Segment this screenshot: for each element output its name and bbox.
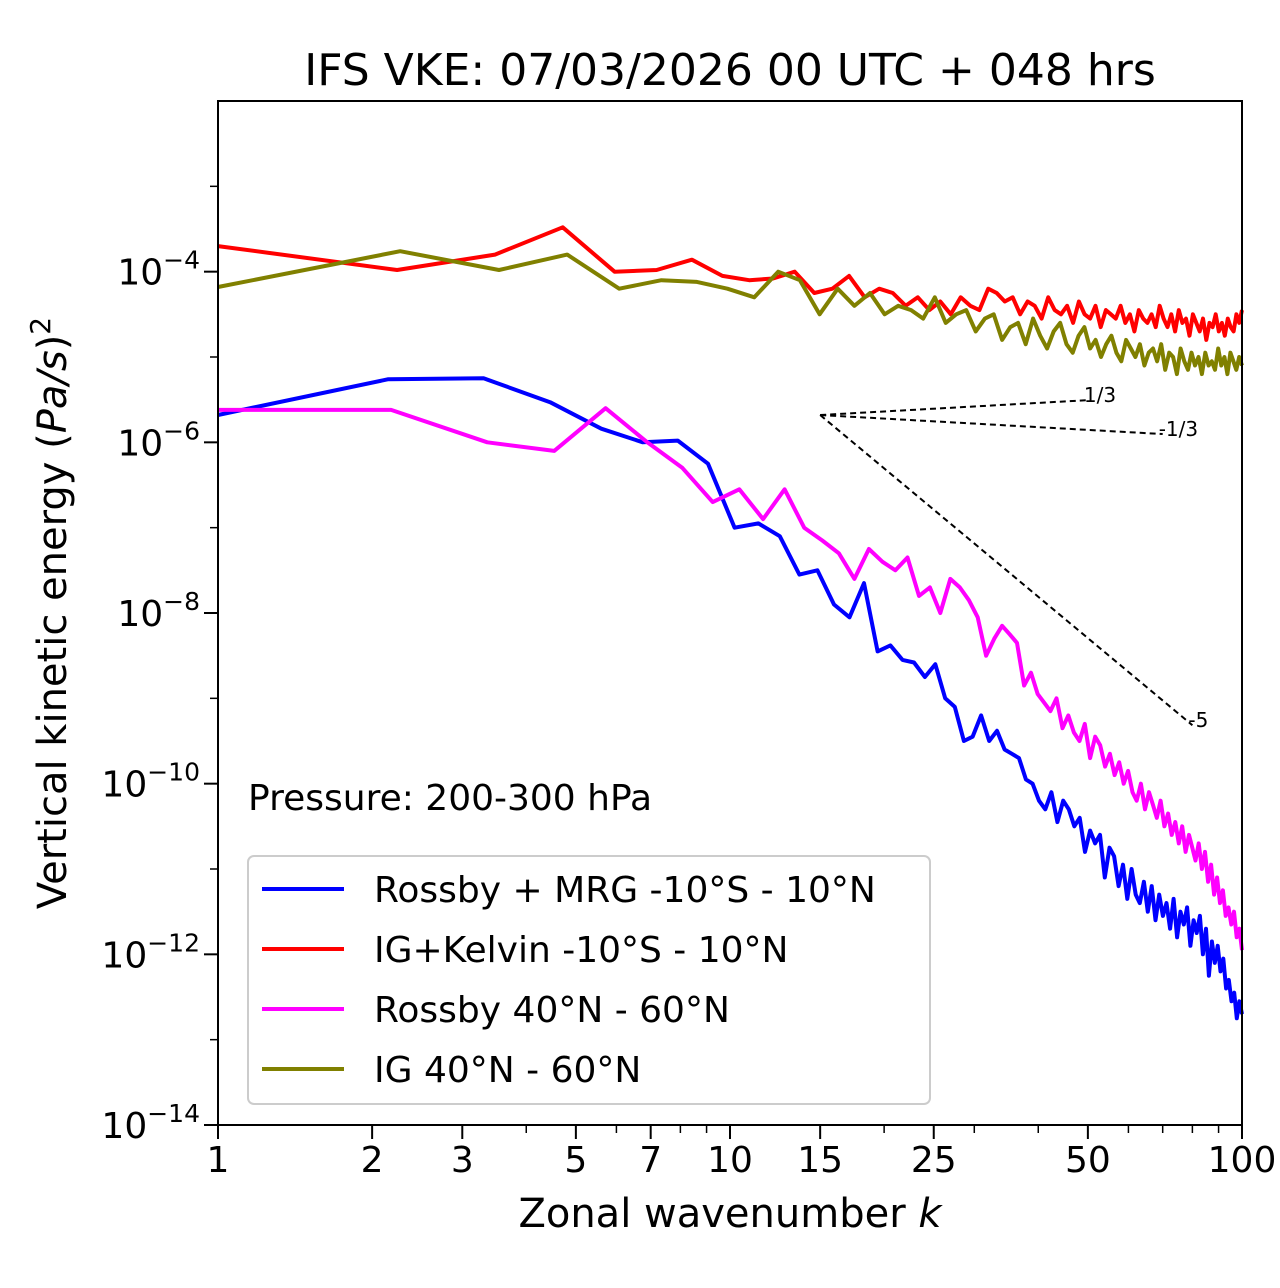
slope-line-0 <box>820 399 1088 417</box>
plot-frame <box>217 100 1243 1126</box>
x-tick-label: 50 <box>1065 1140 1111 1181</box>
x-tick-label: 5 <box>564 1140 587 1181</box>
slope-label-2: -5 <box>1188 708 1208 732</box>
slope-label-0: 1/3 <box>1084 383 1116 407</box>
x-tick-label: 100 <box>1208 1140 1277 1181</box>
pressure-annotation: Pressure: 200-300 hPa <box>248 778 652 819</box>
x-tick-label: 7 <box>639 1140 662 1181</box>
y-tick-label: 10−12 <box>101 928 200 976</box>
legend-label-0: Rossby + MRG -10°S - 10°N <box>374 870 876 911</box>
x-tick-label: 1 <box>207 1140 230 1181</box>
x-tick-label: 2 <box>361 1140 384 1181</box>
x-tick-label: 15 <box>797 1140 843 1181</box>
y-tick-label: 10−8 <box>117 587 200 635</box>
slope-line-1 <box>820 414 1163 436</box>
series-line-2 <box>218 406 1244 951</box>
x-axis: 1 2 3 5 7 10 15 25 50 100 <box>207 1125 1277 1181</box>
y-tick-label: 10−6 <box>117 416 200 464</box>
legend-label-2: Rossby 40°N - 60°N <box>374 990 730 1031</box>
y-tick-label: 10−10 <box>101 758 200 806</box>
x-axis-label: Zonal wavenumber k <box>518 1191 943 1237</box>
legend-box <box>247 855 931 1105</box>
series-line-1 <box>217 225 1244 342</box>
y-tick-label: 10−4 <box>117 246 200 294</box>
x-tick-label: 3 <box>451 1140 474 1181</box>
chart-title: IFS VKE: 07/03/2026 00 UTC + 048 hrs <box>304 45 1156 96</box>
legend-label-1: IG+Kelvin -10°S - 10°N <box>374 930 788 971</box>
x-tick-label: 25 <box>911 1140 957 1181</box>
series-line-3 <box>217 249 1244 377</box>
slope-line-2 <box>819 414 1194 726</box>
y-axis: 10−4 10−6 10−8 10−10 10−12 10−14 <box>101 185 218 1147</box>
y-tick-label: 10−14 <box>101 1099 200 1147</box>
slope-label-1: -1/3 <box>1159 417 1198 441</box>
legend-label-3: IG 40°N - 60°N <box>374 1050 641 1091</box>
y-axis-label: Vertical kinetic energy (Pa/s)2 <box>24 317 76 909</box>
series-line-0 <box>217 376 1244 1021</box>
legend: Rossby + MRG -10°S - 10°N IG+Kelvin -10°S… <box>247 855 931 1105</box>
x-tick-label: 10 <box>707 1140 753 1181</box>
reference-slope-lines: 1/3 -1/3 -5 <box>819 383 1208 732</box>
plot-area <box>217 225 1244 1021</box>
